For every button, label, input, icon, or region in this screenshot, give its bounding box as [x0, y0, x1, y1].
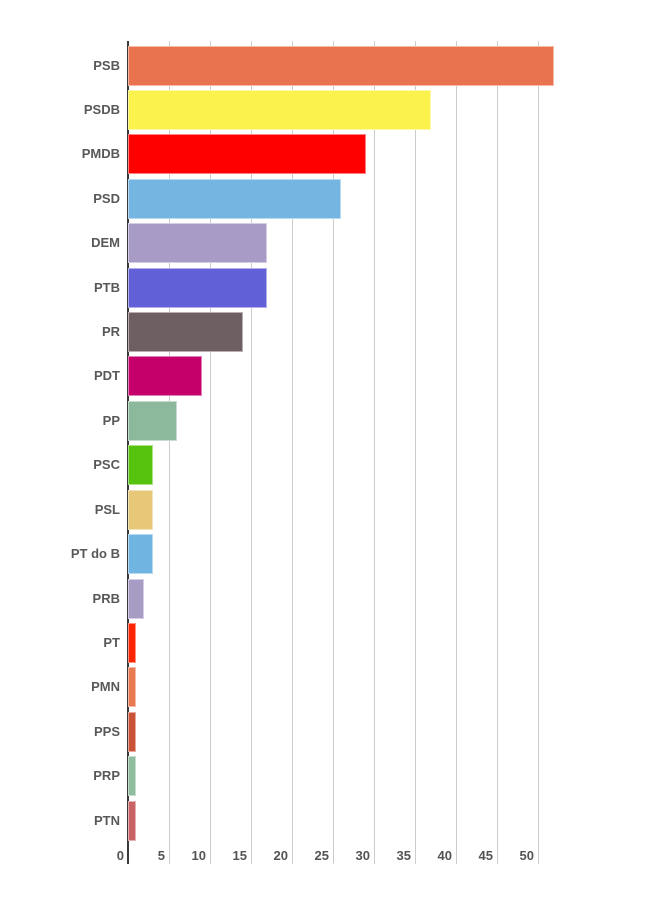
- bar-pmdb[interactable]: [128, 134, 366, 175]
- plot-area: PSB PSDB PMDB PSD DEM PTB PR PDT PP PSC PSL PT do B…: [0, 41, 650, 864]
- x-gridline: [497, 41, 498, 864]
- bar-pdt[interactable]: [128, 356, 202, 397]
- x-tick-label: 0: [116, 848, 124, 863]
- category-label: PMDB: [81, 146, 120, 162]
- category-label: PSB: [93, 57, 120, 73]
- x-gridline: [251, 41, 252, 864]
- category-label: PT: [103, 634, 120, 650]
- bar-pps[interactable]: [128, 711, 137, 752]
- x-gridline: [333, 41, 334, 864]
- category-label: PSL: [94, 501, 120, 517]
- x-tick-label: 5: [157, 848, 165, 863]
- category-label: PSD: [93, 190, 120, 206]
- bar-ptb[interactable]: [128, 267, 268, 308]
- category-label: PTB: [94, 279, 120, 295]
- category-label: PMN: [91, 679, 120, 695]
- bar-prb[interactable]: [128, 578, 145, 619]
- x-gridline: [415, 41, 416, 864]
- bar-ptn[interactable]: [128, 800, 137, 841]
- x-gridline: [210, 41, 211, 864]
- x-tick-label: 25: [314, 848, 329, 863]
- x-gridline: [374, 41, 375, 864]
- x-tick-label: 40: [437, 848, 452, 863]
- bar-psb[interactable]: [128, 45, 555, 86]
- bar-psdb[interactable]: [128, 89, 432, 130]
- bar-psl[interactable]: [128, 489, 153, 530]
- x-tick-label: 35: [396, 848, 411, 863]
- category-label: PSC: [93, 457, 120, 473]
- x-tick-label: 20: [273, 848, 288, 863]
- category-label: PT do B: [70, 546, 120, 562]
- category-label: PP: [102, 412, 120, 428]
- bar-psd[interactable]: [128, 178, 342, 219]
- category-label: PPS: [93, 723, 120, 739]
- x-gridline: [169, 41, 170, 864]
- x-gridline: [538, 41, 539, 864]
- x-tick-label: 30: [355, 848, 370, 863]
- bar-dem[interactable]: [128, 223, 268, 264]
- category-label: PR: [101, 324, 120, 340]
- bar-pt-do-b[interactable]: [128, 534, 153, 575]
- x-tick-label: 50: [519, 848, 534, 863]
- x-gridline: [292, 41, 293, 864]
- bar-pp[interactable]: [128, 400, 178, 441]
- bar-psc[interactable]: [128, 445, 153, 486]
- category-label: PTN: [94, 812, 120, 828]
- bar-pmn[interactable]: [128, 667, 137, 708]
- category-label: PRP: [93, 768, 120, 784]
- category-label: PSDB: [83, 101, 120, 117]
- x-tick-label: 10: [191, 848, 206, 863]
- bar-pr[interactable]: [128, 312, 243, 353]
- x-gridline: [456, 41, 457, 864]
- category-label: DEM: [91, 235, 120, 251]
- category-label: PRB: [92, 590, 120, 606]
- x-tick-label: 15: [232, 848, 247, 863]
- x-tick-label: 45: [478, 848, 493, 863]
- bar-prp[interactable]: [128, 756, 137, 797]
- bar-pt[interactable]: [128, 622, 137, 663]
- category-label: PDT: [94, 368, 120, 384]
